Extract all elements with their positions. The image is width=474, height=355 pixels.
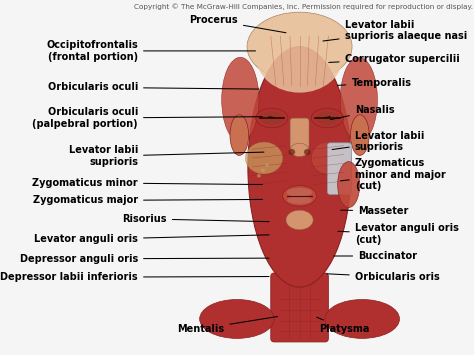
Ellipse shape bbox=[351, 115, 369, 155]
FancyBboxPatch shape bbox=[290, 118, 309, 148]
Ellipse shape bbox=[222, 57, 259, 142]
Ellipse shape bbox=[265, 163, 269, 167]
Text: Temporalis: Temporalis bbox=[337, 78, 411, 88]
Text: Buccinator: Buccinator bbox=[334, 251, 417, 261]
Text: Levator anguli oris: Levator anguli oris bbox=[34, 234, 269, 244]
Text: Orbicularis oris: Orbicularis oris bbox=[327, 272, 439, 282]
Ellipse shape bbox=[304, 149, 311, 155]
Ellipse shape bbox=[316, 111, 338, 125]
Text: Levator anguli oris
(cut): Levator anguli oris (cut) bbox=[338, 223, 459, 245]
Text: Levator labii
suprioris alaeque nasi: Levator labii suprioris alaeque nasi bbox=[323, 20, 467, 41]
Ellipse shape bbox=[255, 108, 288, 128]
Ellipse shape bbox=[248, 47, 351, 287]
Text: Depressor labii inferioris: Depressor labii inferioris bbox=[0, 272, 269, 282]
Ellipse shape bbox=[261, 111, 283, 125]
Text: Nasalis: Nasalis bbox=[330, 105, 394, 120]
Text: Zygomaticus
minor and major
(cut): Zygomaticus minor and major (cut) bbox=[341, 158, 446, 191]
Text: Zygomaticus minor: Zygomaticus minor bbox=[32, 178, 262, 188]
Ellipse shape bbox=[325, 300, 400, 338]
Ellipse shape bbox=[290, 143, 309, 157]
Ellipse shape bbox=[256, 22, 343, 93]
Text: Platysma: Platysma bbox=[317, 317, 370, 334]
Ellipse shape bbox=[261, 169, 265, 172]
Ellipse shape bbox=[283, 186, 317, 206]
Text: Corrugator supercilii: Corrugator supercilii bbox=[329, 54, 459, 64]
Ellipse shape bbox=[337, 162, 360, 208]
Text: Depressor anguli oris: Depressor anguli oris bbox=[20, 254, 269, 264]
FancyBboxPatch shape bbox=[328, 143, 351, 195]
Text: Orbicularis oculi
(palpebral portion): Orbicularis oculi (palpebral portion) bbox=[32, 107, 262, 129]
Ellipse shape bbox=[230, 115, 248, 155]
Text: Orbicularis oculi: Orbicularis oculi bbox=[48, 82, 259, 92]
Ellipse shape bbox=[247, 12, 352, 81]
Text: Levator labii
suprioris: Levator labii suprioris bbox=[332, 131, 424, 152]
Ellipse shape bbox=[257, 174, 261, 178]
Text: Zygomaticus major: Zygomaticus major bbox=[33, 196, 262, 206]
Text: Copyright © The McGraw-Hill Companies, Inc. Permission required for reproduction: Copyright © The McGraw-Hill Companies, I… bbox=[135, 3, 474, 10]
Ellipse shape bbox=[287, 188, 312, 197]
Ellipse shape bbox=[200, 300, 274, 338]
Text: Levator labii
suprioris: Levator labii suprioris bbox=[69, 146, 264, 167]
Text: Occipitofrontalis
(frontal portion): Occipitofrontalis (frontal portion) bbox=[46, 40, 255, 62]
Ellipse shape bbox=[340, 57, 377, 142]
Ellipse shape bbox=[286, 210, 313, 230]
Ellipse shape bbox=[287, 196, 312, 204]
Text: Procerus: Procerus bbox=[189, 15, 286, 33]
Ellipse shape bbox=[288, 149, 295, 155]
Ellipse shape bbox=[311, 108, 344, 128]
Ellipse shape bbox=[311, 142, 342, 174]
Text: Risorius: Risorius bbox=[122, 214, 269, 224]
Text: Mentalis: Mentalis bbox=[177, 317, 277, 334]
FancyBboxPatch shape bbox=[271, 273, 328, 342]
Ellipse shape bbox=[246, 142, 283, 174]
Text: Masseter: Masseter bbox=[341, 206, 409, 216]
